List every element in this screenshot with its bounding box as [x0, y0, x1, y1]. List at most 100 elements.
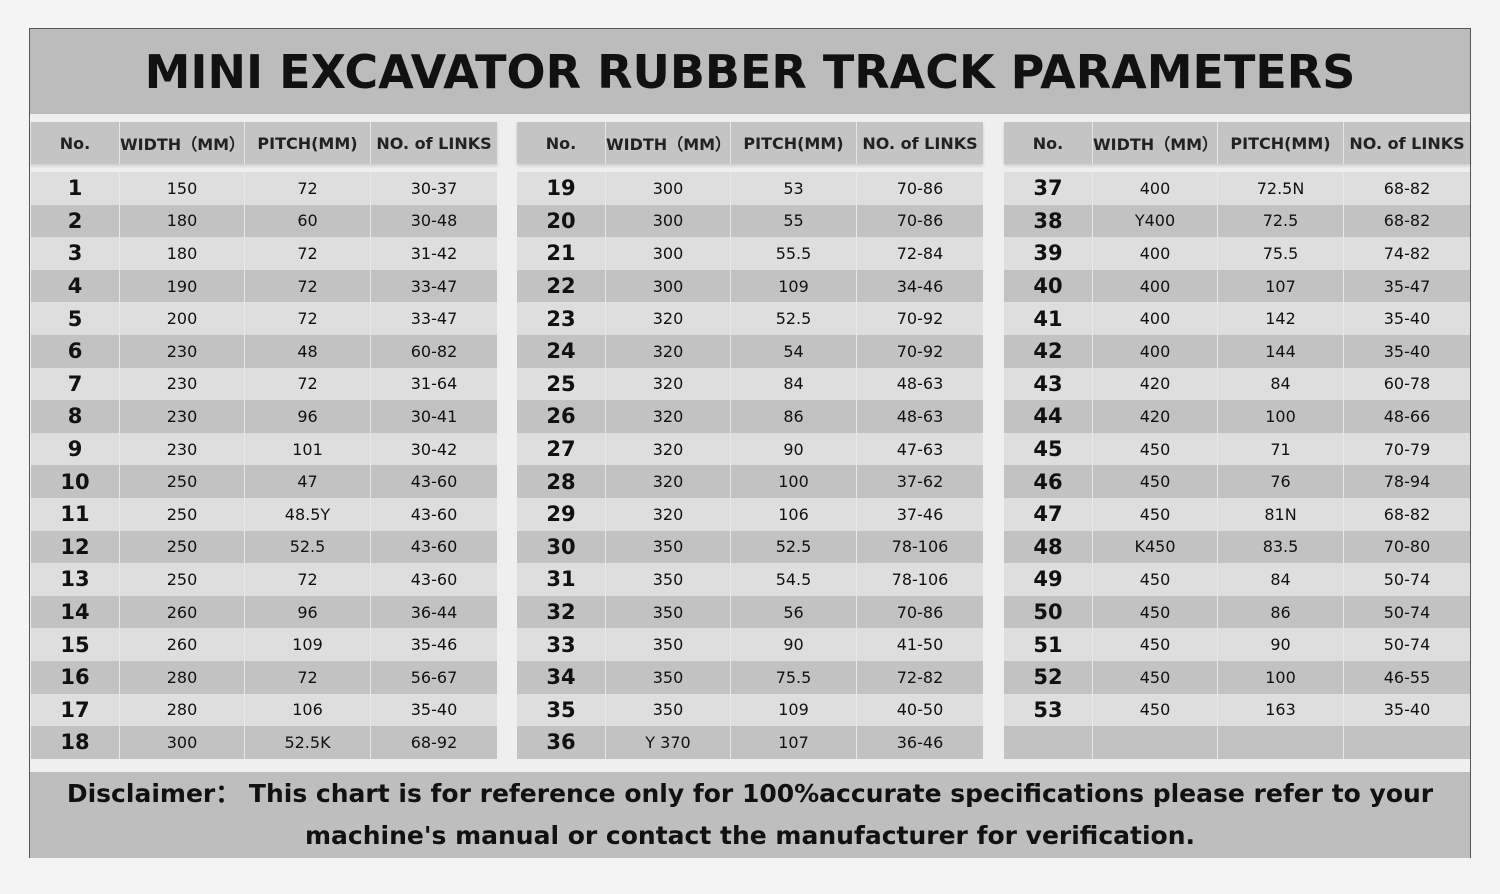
pitch-cell: 60 [245, 204, 371, 238]
links-cell: 40-50 [896, 700, 944, 720]
width-cell: 300 [606, 269, 731, 303]
pitch-cell: 144 [1218, 334, 1344, 368]
table-header: No. WIDTH（MM） PITCH(MM) NO. of LINKS [31, 122, 497, 164]
row-number: 45 [1004, 432, 1093, 466]
table-row: 44 420 100 48-66 [1004, 400, 1470, 433]
pitch-cell: 83.5 [1218, 530, 1344, 564]
row-number: 1 [31, 172, 120, 205]
width-cell: 450 [1093, 563, 1218, 596]
pitch-cell: 84 [1218, 367, 1344, 401]
table-row: 13 250 72 43-60 [31, 563, 497, 596]
width-cell: 260 [120, 628, 245, 661]
pitch-cell: 52.5K [245, 726, 371, 759]
width-cell: 320 [606, 497, 731, 531]
width-cell: 230 [120, 334, 245, 368]
table-row: 50 450 86 50-74 [1004, 595, 1470, 629]
pitch-cell: 86 [1218, 595, 1344, 629]
table-row: 18 300 52.5K 68-92 [31, 726, 497, 759]
width-cell: 400 [1093, 237, 1218, 270]
column-header: No. [31, 122, 120, 164]
row-number: 50 [1004, 595, 1093, 629]
links-cell: 41-50 [896, 635, 944, 655]
table-row: 10 250 47 43-60 [31, 465, 497, 498]
links-cell: 47-63 [896, 439, 944, 459]
links-cell: 34-46 [896, 276, 944, 296]
row-number: 13 [31, 563, 120, 596]
pitch-cell: 72 [245, 660, 371, 694]
row-number: 23 [517, 302, 606, 335]
width-cell: 150 [120, 172, 245, 205]
width-cell: 320 [606, 367, 731, 401]
links-cell: 46-55 [1383, 667, 1431, 687]
table-row: 34 350 75.5 72-82 [517, 660, 983, 694]
links-cell: 35-40 [410, 700, 458, 720]
width-cell: 420 [1093, 367, 1218, 401]
row-number: 5 [31, 302, 120, 335]
row-number: 30 [517, 530, 606, 564]
table-row: 49 450 84 50-74 [1004, 563, 1470, 596]
links-cell: 43-60 [410, 537, 458, 557]
pitch-cell: 52.5 [731, 530, 857, 564]
width-cell: 230 [120, 367, 245, 401]
links-cell: 43-60 [410, 472, 458, 492]
pitch-cell: 72 [245, 172, 371, 205]
width-cell: 320 [606, 400, 731, 433]
row-number: 21 [517, 237, 606, 270]
links-cell: 68-82 [1383, 178, 1431, 198]
links-cell: 43-60 [410, 569, 458, 589]
row-number: 36 [517, 726, 606, 759]
table-row: 53 450 163 35-40 [1004, 693, 1470, 727]
pitch-cell: 75.5 [731, 660, 857, 694]
pitch-cell: 54 [731, 334, 857, 368]
table-row: 15 260 109 35-46 [31, 628, 497, 661]
row-number: 28 [517, 465, 606, 498]
width-cell [1093, 726, 1218, 759]
column-header: PITCH(MM) [245, 122, 371, 164]
pitch-cell: 142 [1218, 302, 1344, 335]
links-cell: 68-82 [1383, 504, 1431, 524]
table-row: 33 350 90 41-50 [517, 628, 983, 661]
links-cell: 33-47 [410, 309, 458, 329]
width-cell: 450 [1093, 660, 1218, 694]
pitch-cell: 53 [731, 172, 857, 205]
links-cell: 48-63 [896, 406, 944, 426]
links-cell: 60-78 [1383, 374, 1431, 394]
pitch-cell: 100 [731, 465, 857, 498]
row-number: 51 [1004, 628, 1093, 661]
links-cell: 35-40 [1383, 700, 1431, 720]
table-row: 39 400 75.5 74-82 [1004, 237, 1470, 270]
row-number: 49 [1004, 563, 1093, 596]
links-cell: 48-66 [1383, 406, 1431, 426]
pitch-cell: 52.5 [731, 302, 857, 335]
pitch-cell: 96 [245, 595, 371, 629]
table-row: 48 K450 83.5 70-80 [1004, 530, 1470, 564]
width-cell: 320 [606, 432, 731, 466]
pitch-cell: 56 [731, 595, 857, 629]
pitch-cell: 72 [245, 302, 371, 335]
page-title: MINI EXCAVATOR RUBBER TRACK PARAMETERS [30, 29, 1470, 114]
row-number: 33 [517, 628, 606, 661]
track-table-1: No. WIDTH（MM） PITCH(MM) NO. of LINKS 1 150 72 3… [31, 122, 497, 759]
links-cell: 72-82 [896, 667, 944, 687]
table-row: 29 320 106 37-46 [517, 497, 983, 531]
links-cell: 70-80 [1383, 537, 1431, 557]
pitch-cell: 107 [731, 726, 857, 759]
links-cell: 43-60 [410, 504, 458, 524]
row-number: 4 [31, 269, 120, 303]
table-row: 1 150 72 30-37 [31, 172, 497, 205]
pitch-cell: 55.5 [731, 237, 857, 270]
links-cell: 70-79 [1383, 439, 1431, 459]
pitch-cell: 109 [731, 693, 857, 727]
pitch-cell: 71 [1218, 432, 1344, 466]
width-cell: 400 [1093, 172, 1218, 205]
links-cell: 78-94 [1383, 472, 1431, 492]
table-row: 16 280 72 56-67 [31, 660, 497, 694]
links-cell: 50-74 [1383, 602, 1431, 622]
row-number: 8 [31, 400, 120, 433]
row-number: 15 [31, 628, 120, 661]
table-row: 27 320 90 47-63 [517, 432, 983, 466]
row-number: 6 [31, 334, 120, 368]
width-cell: 230 [120, 432, 245, 466]
width-cell: 320 [606, 334, 731, 368]
disclaimer-line-1: Disclaimer： This chart is for reference … [66, 779, 1434, 808]
